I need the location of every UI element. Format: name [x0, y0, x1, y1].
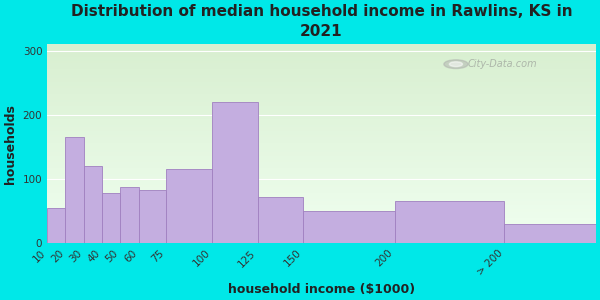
Bar: [102, 193, 121, 243]
Circle shape: [444, 60, 468, 68]
Bar: [395, 201, 505, 243]
Y-axis label: households: households: [4, 104, 17, 184]
Bar: [212, 102, 257, 243]
Bar: [65, 137, 84, 243]
Title: Distribution of median household income in Rawlins, KS in
2021: Distribution of median household income …: [71, 4, 572, 39]
Bar: [47, 208, 65, 243]
Bar: [139, 190, 166, 243]
Text: City-Data.com: City-Data.com: [468, 59, 538, 69]
Bar: [121, 187, 139, 243]
Bar: [166, 169, 212, 243]
Bar: [84, 166, 102, 243]
Bar: [505, 224, 596, 243]
Circle shape: [449, 62, 463, 67]
X-axis label: household income ($1000): household income ($1000): [228, 283, 415, 296]
Bar: [303, 211, 395, 243]
Bar: [257, 197, 303, 243]
